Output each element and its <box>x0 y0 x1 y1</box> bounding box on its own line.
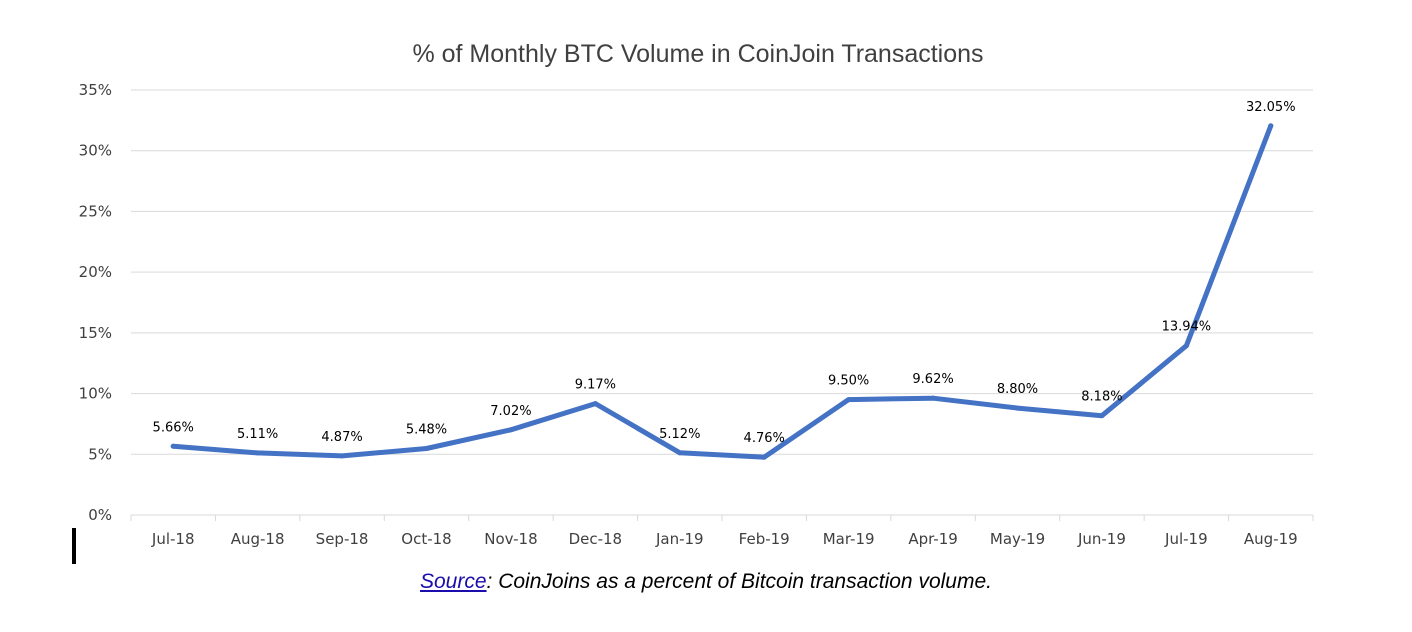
data-label: 4.76% <box>744 431 785 446</box>
data-point <box>1268 123 1274 129</box>
data-point <box>255 450 261 456</box>
x-tick-label: Jul-19 <box>1164 530 1208 548</box>
x-axis-ticks: Jul-18 Aug-18 Sep-18 Oct-18 Nov-18 Dec-18 Jan-… <box>151 530 1298 548</box>
series-line <box>170 123 1274 460</box>
data-point <box>677 450 683 456</box>
data-label: 9.17% <box>575 378 616 393</box>
data-label: 5.48% <box>406 422 447 437</box>
y-tick-label: 15% <box>79 324 112 342</box>
data-label: 9.62% <box>912 372 953 387</box>
data-point <box>1183 343 1189 349</box>
x-tick-label: Jun-19 <box>1077 530 1126 548</box>
y-tick-label: 10% <box>79 385 112 403</box>
data-point <box>170 443 176 449</box>
source-link[interactable]: Source <box>420 570 487 593</box>
y-tick-label: 35% <box>79 81 112 99</box>
data-label: 32.05% <box>1246 100 1296 115</box>
x-tick-label: Mar-19 <box>823 530 875 548</box>
x-tick-label: Nov-18 <box>484 530 537 548</box>
data-point <box>508 427 514 433</box>
data-labels: 5.66% 5.11% 4.87% 5.48% 7.02% 9.17% 5.12% 4.76%… <box>153 100 1296 446</box>
data-label: 8.80% <box>997 382 1038 397</box>
data-point <box>339 453 345 459</box>
x-tick-label: Jul-18 <box>151 530 195 548</box>
data-point <box>846 397 852 403</box>
x-tick-label: Aug-19 <box>1244 530 1298 548</box>
data-point <box>592 401 598 407</box>
data-point <box>424 445 429 451</box>
x-tick-label: May-19 <box>990 530 1045 548</box>
data-label: 9.50% <box>828 374 869 389</box>
caption: Source: CoinJoins as a percent of Bitcoi… <box>0 570 1412 594</box>
data-point <box>761 454 767 460</box>
grid <box>131 89 1313 455</box>
x-tick-label: Feb-19 <box>739 530 790 548</box>
text-cursor <box>72 528 76 564</box>
x-tick-label: Jan-19 <box>655 530 704 548</box>
x-tick-label: Sep-18 <box>316 530 369 548</box>
x-tick-label: Aug-18 <box>231 530 285 548</box>
data-label: 8.18% <box>1081 390 1122 405</box>
data-point <box>1015 405 1020 411</box>
y-tick-label: 20% <box>79 263 112 281</box>
caption-text: : CoinJoins as a percent of Bitcoin tran… <box>486 570 992 593</box>
data-label: 7.02% <box>490 404 531 419</box>
x-tick-label: Oct-18 <box>401 530 451 548</box>
y-axis-ticks: 0% 5% 10% 15% 20% 25% 30% 35% <box>79 81 112 524</box>
y-tick-label: 5% <box>88 445 112 463</box>
y-tick-label: 25% <box>79 202 112 220</box>
x-axis <box>130 514 1314 521</box>
data-label: 4.87% <box>321 430 362 445</box>
series <box>170 123 1274 460</box>
x-tick-label: Apr-19 <box>908 530 958 548</box>
chart-title: % of Monthly BTC Volume in CoinJoin Tran… <box>412 40 983 68</box>
data-label: 5.11% <box>237 427 278 442</box>
data-point <box>930 395 936 401</box>
y-tick-label: 0% <box>88 506 112 524</box>
y-tick-label: 30% <box>79 142 112 160</box>
x-tick-label: Dec-18 <box>569 530 623 548</box>
data-label: 5.66% <box>153 420 194 435</box>
data-label: 13.94% <box>1162 320 1212 335</box>
data-point <box>1099 413 1105 419</box>
data-label: 5.12% <box>659 427 700 442</box>
